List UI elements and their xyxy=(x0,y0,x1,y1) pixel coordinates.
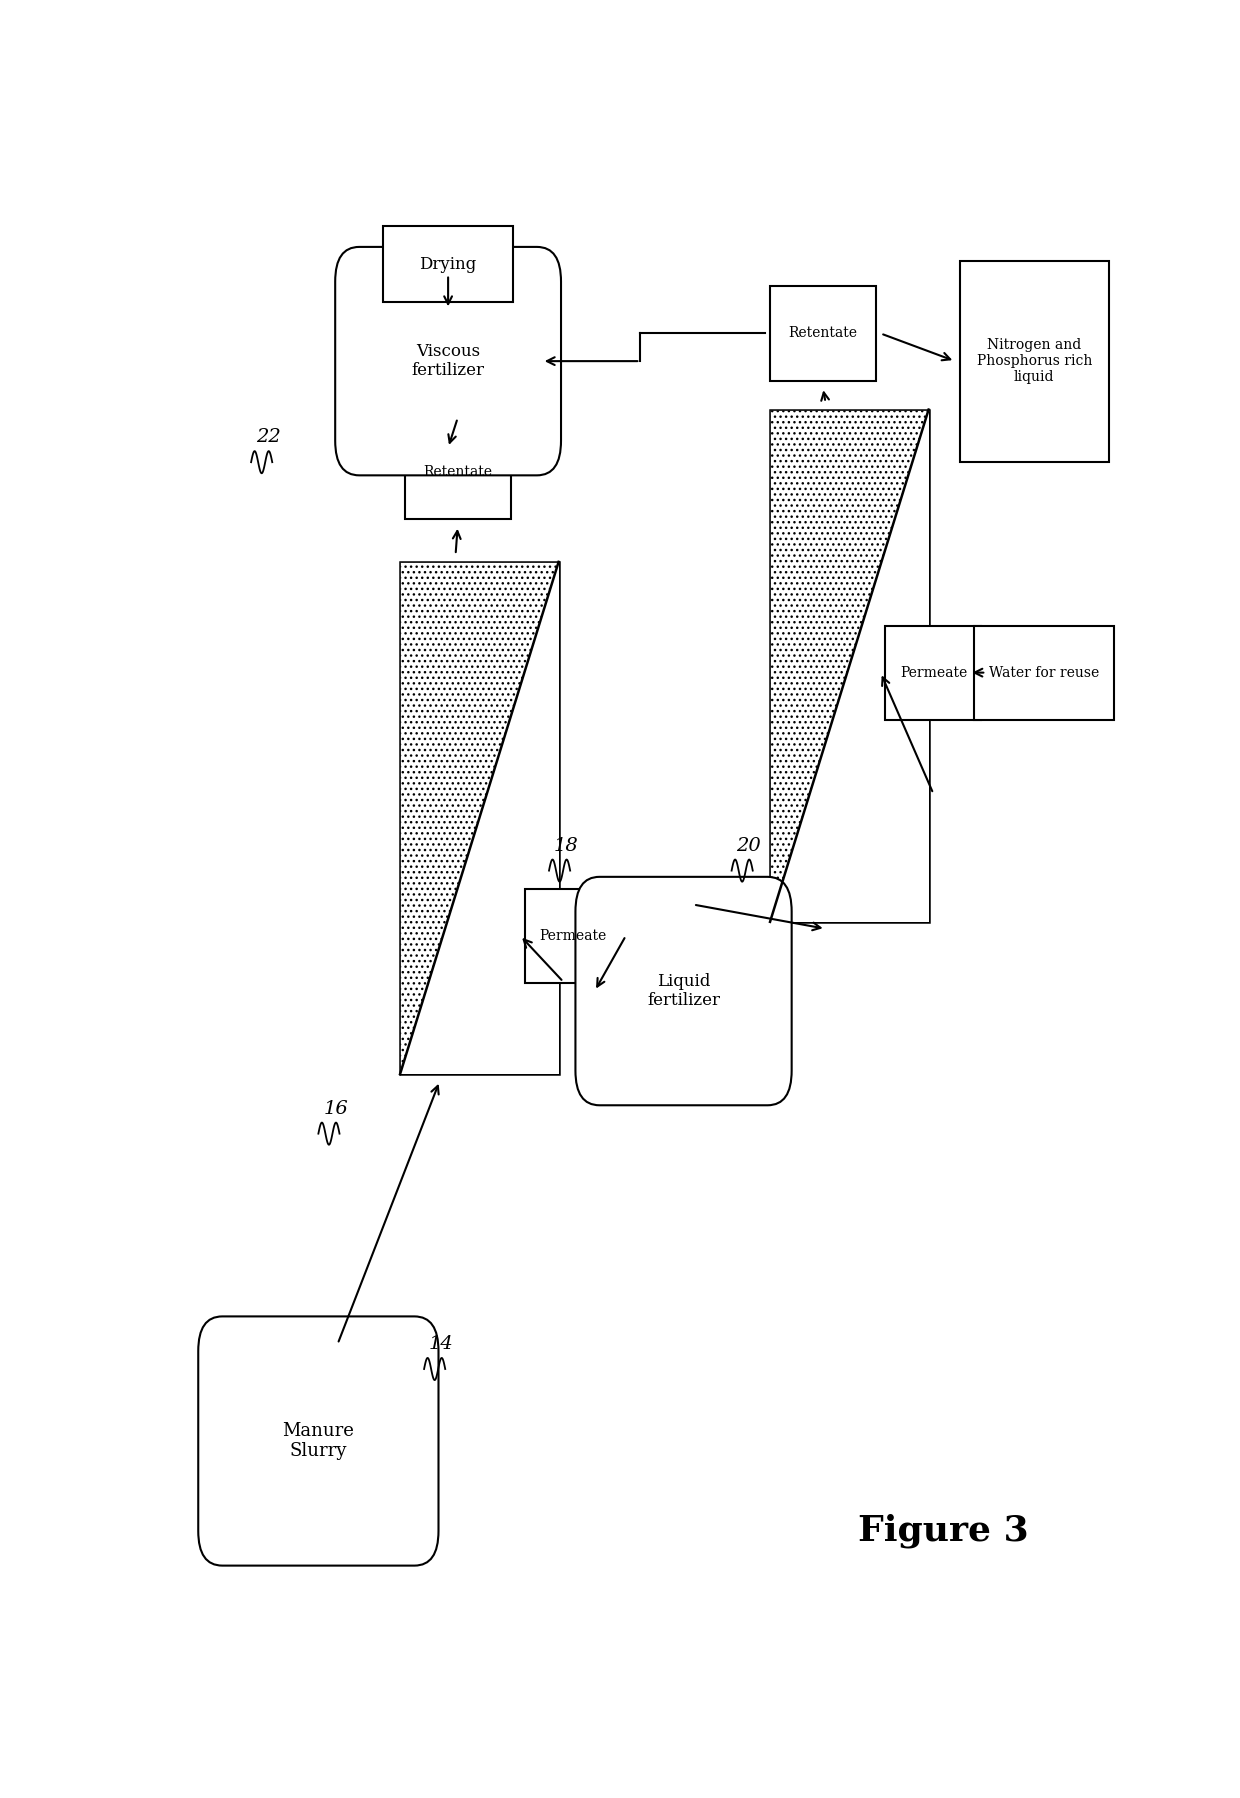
Text: Nitrogen and
Phosphorus rich
liquid: Nitrogen and Phosphorus rich liquid xyxy=(977,338,1092,385)
Text: 18: 18 xyxy=(554,836,579,854)
Text: Retentate: Retentate xyxy=(789,327,857,340)
FancyBboxPatch shape xyxy=(198,1316,439,1566)
Text: 22: 22 xyxy=(255,428,280,446)
Bar xyxy=(975,626,1114,719)
Bar xyxy=(383,227,513,302)
Polygon shape xyxy=(770,410,929,922)
Bar xyxy=(401,561,558,1073)
FancyBboxPatch shape xyxy=(335,246,560,475)
Text: Figure 3: Figure 3 xyxy=(858,1514,1028,1548)
Bar xyxy=(404,424,511,520)
Bar xyxy=(960,261,1109,462)
Polygon shape xyxy=(770,410,929,922)
Bar xyxy=(770,410,929,922)
Polygon shape xyxy=(401,561,559,1073)
Bar xyxy=(885,626,982,719)
Bar xyxy=(525,888,621,984)
Polygon shape xyxy=(401,561,559,1073)
FancyBboxPatch shape xyxy=(575,877,791,1106)
Text: Water for reuse: Water for reuse xyxy=(988,665,1099,680)
Text: Permeate: Permeate xyxy=(900,665,967,680)
Text: 20: 20 xyxy=(737,836,761,854)
Text: 16: 16 xyxy=(324,1100,348,1118)
Text: Manure
Slurry: Manure Slurry xyxy=(283,1422,355,1460)
Text: Viscous
fertilizer: Viscous fertilizer xyxy=(412,343,485,379)
Text: Liquid
fertilizer: Liquid fertilizer xyxy=(647,973,720,1009)
Bar xyxy=(770,286,875,381)
Text: Permeate: Permeate xyxy=(539,930,606,942)
Text: Retentate: Retentate xyxy=(423,466,492,478)
Text: 14: 14 xyxy=(429,1336,454,1354)
Text: Drying: Drying xyxy=(419,255,476,273)
